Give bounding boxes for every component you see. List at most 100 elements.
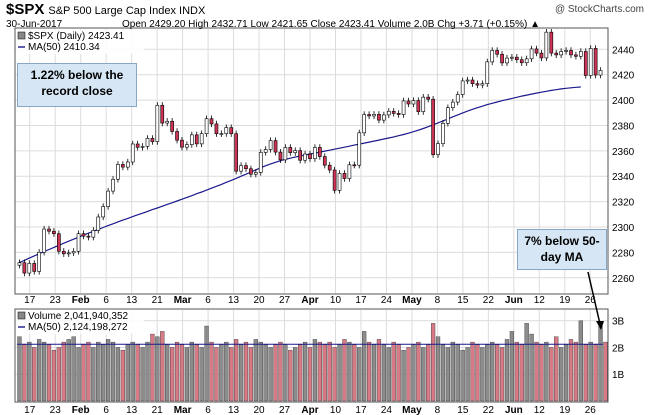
volume-bar (381, 344, 386, 402)
ma50-path (19, 86, 581, 264)
candle (396, 113, 401, 115)
candle (352, 164, 357, 167)
volume-bar (426, 344, 431, 402)
volume-bar (416, 341, 421, 402)
candle (61, 250, 66, 255)
candle (96, 216, 101, 231)
volume-bar (460, 349, 465, 402)
volume-bar (391, 341, 396, 402)
volume-bar (238, 344, 244, 402)
candle (263, 149, 268, 153)
volume-bar (352, 344, 357, 402)
volume-bar (32, 347, 37, 402)
x-tick-label: 17 (355, 295, 367, 306)
candle (386, 110, 391, 116)
volume-bar (357, 347, 362, 402)
volume-bar (563, 344, 569, 402)
volume-bar (509, 331, 515, 402)
volume-bar (199, 347, 204, 402)
volume-bar (440, 344, 446, 402)
price-x-labels: 17 23 Feb 6 13 21 Mar 6 13 20 27 Apr 10 17 24 May 8 15 22 J… (24, 295, 596, 306)
volume-bar (514, 341, 519, 402)
volume-bar (401, 349, 406, 402)
volume-bar (337, 344, 342, 402)
x-tick-label: 17 (355, 405, 367, 415)
volume-bar (430, 323, 436, 402)
volume-panel-frame (14, 308, 609, 403)
candle (490, 50, 495, 63)
volume-bar (76, 347, 81, 402)
volume-bar (499, 347, 505, 402)
candle (529, 48, 534, 60)
volume-bar (86, 341, 91, 402)
candle (519, 59, 524, 64)
candle (32, 263, 37, 272)
candle (116, 164, 120, 180)
volume-bar (130, 341, 135, 402)
candle (495, 50, 499, 55)
volume-bar (327, 341, 332, 402)
x-tick-label: 20 (253, 405, 265, 415)
candle (273, 140, 278, 153)
volume-axis-labels: 1B 2B 3B (612, 317, 625, 382)
candle (37, 251, 41, 272)
candle (564, 50, 568, 52)
volume-bar (307, 347, 313, 402)
volume-bar (568, 339, 574, 402)
candle (574, 54, 578, 57)
volume-bar (37, 339, 42, 402)
legend-entry: MA(50) 2,124,198,272 (28, 322, 128, 333)
candle (367, 114, 371, 117)
candle (332, 169, 337, 191)
candle (170, 120, 174, 132)
candle (446, 107, 450, 124)
candle (209, 118, 214, 125)
volume-bar (588, 341, 593, 402)
x-tick-label: 21 (152, 405, 164, 415)
volume-bar (243, 341, 249, 402)
x-tick-label: 10 (330, 295, 342, 306)
volume-bar (219, 344, 224, 402)
candle (436, 143, 440, 155)
volume-bar (288, 349, 293, 402)
x-tick-label: 21 (152, 295, 164, 306)
candle (313, 147, 317, 160)
candle (17, 262, 22, 266)
price-tick-label: 2360 (612, 147, 635, 158)
candle (460, 80, 465, 95)
volume-bar (411, 344, 416, 402)
candle (372, 113, 376, 117)
volume-bar (332, 347, 337, 402)
x-tick-label: 12 (534, 405, 546, 415)
volume-tick-label: 3B (612, 317, 625, 328)
candle (377, 113, 381, 121)
volume-bar (554, 336, 559, 402)
x-tick-label: 26 (585, 405, 597, 415)
price-tick-label: 2440 (612, 45, 635, 56)
header-date: 30-Jun-2017 (6, 19, 63, 30)
volume-bar (421, 347, 426, 402)
x-tick-label: 8 (435, 295, 441, 306)
price-axis-labels: 2260 2280 2300 2320 2340 2360 2380 2400 2420 2440 (612, 45, 635, 284)
candle (199, 133, 204, 145)
candle (342, 173, 347, 179)
x-tick-label: 24 (381, 405, 393, 415)
candle (155, 104, 160, 142)
candle (175, 131, 179, 141)
volume-bar (445, 347, 451, 402)
candle (514, 56, 519, 61)
candle (224, 127, 229, 134)
candle (298, 150, 302, 161)
candle (485, 61, 490, 85)
x-tick-label: May (402, 295, 422, 306)
volume-bar (534, 341, 539, 402)
candle (534, 48, 539, 54)
x-tick-label: 6 (205, 405, 211, 415)
candle (524, 58, 529, 64)
volume-bar (214, 347, 219, 402)
candle (347, 164, 352, 179)
ma50-line (19, 86, 581, 264)
volume-bar (480, 347, 485, 402)
